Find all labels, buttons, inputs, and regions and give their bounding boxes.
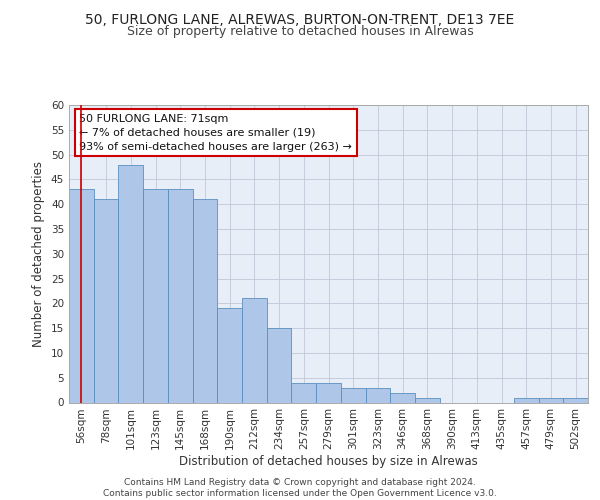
X-axis label: Distribution of detached houses by size in Alrewas: Distribution of detached houses by size …: [179, 455, 478, 468]
Text: Size of property relative to detached houses in Alrewas: Size of property relative to detached ho…: [127, 25, 473, 38]
Text: 50, FURLONG LANE, ALREWAS, BURTON-ON-TRENT, DE13 7EE: 50, FURLONG LANE, ALREWAS, BURTON-ON-TRE…: [85, 12, 515, 26]
Text: 50 FURLONG LANE: 71sqm
← 7% of detached houses are smaller (19)
93% of semi-deta: 50 FURLONG LANE: 71sqm ← 7% of detached …: [79, 114, 352, 152]
Bar: [193, 199, 217, 402]
Bar: [316, 382, 341, 402]
Bar: [539, 398, 563, 402]
Bar: [514, 398, 539, 402]
Bar: [267, 328, 292, 402]
Bar: [94, 199, 118, 402]
Bar: [242, 298, 267, 403]
Bar: [143, 190, 168, 402]
Bar: [292, 382, 316, 402]
Bar: [563, 398, 588, 402]
Bar: [69, 190, 94, 402]
Bar: [341, 388, 365, 402]
Bar: [217, 308, 242, 402]
Text: Contains HM Land Registry data © Crown copyright and database right 2024.
Contai: Contains HM Land Registry data © Crown c…: [103, 478, 497, 498]
Bar: [118, 164, 143, 402]
Bar: [390, 392, 415, 402]
Bar: [168, 190, 193, 402]
Bar: [365, 388, 390, 402]
Y-axis label: Number of detached properties: Number of detached properties: [32, 161, 46, 347]
Bar: [415, 398, 440, 402]
